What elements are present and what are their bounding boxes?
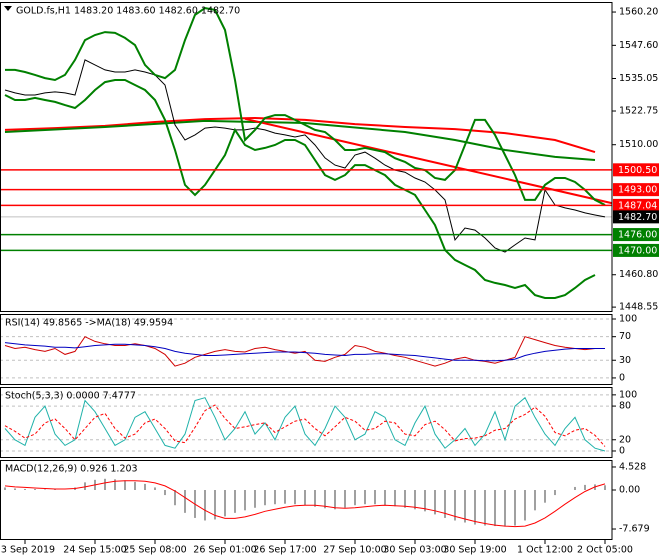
- x-tick-label: 1 Oct 12:00: [517, 545, 573, 556]
- panel: [4, 478, 606, 528]
- y-tick-label: 1510.00: [619, 139, 658, 150]
- y-tick-label: 70: [619, 331, 631, 342]
- overlay-line: [4, 116, 596, 154]
- panel-frame: [0, 2, 613, 312]
- last-price-box: [613, 210, 659, 224]
- menu-arrow[interactable]: [4, 6, 12, 11]
- y-tick-label: 1547.60: [619, 40, 658, 51]
- y-tick-label: 20: [619, 434, 631, 445]
- x-tick-label: 30 Sep 19:00: [443, 545, 506, 556]
- y-tick-label: 1522.75: [619, 106, 658, 117]
- y-tick-label: 100: [619, 314, 637, 325]
- x-tick-label: 24 Sep 15:00: [63, 545, 126, 556]
- panel: [0, 7, 612, 299]
- y-tick-label: 30: [619, 355, 631, 366]
- x-tick-label: 2 Oct 05:00: [577, 545, 633, 556]
- level-box: [613, 243, 659, 257]
- y-tick-label: 1560.20: [619, 7, 658, 18]
- panel-title: RSI(14) 49.8565 ->MA(18) 49.9594: [5, 318, 173, 329]
- x-tick-label: 26 Sep 01:00: [193, 545, 256, 556]
- level-label: 1493.00: [618, 185, 657, 196]
- y-tick-label: 0.00: [619, 484, 640, 495]
- y-tick-label: -7.679: [619, 524, 650, 535]
- last-price-label: 1482.70: [618, 212, 657, 223]
- panel: [0, 318, 612, 379]
- overlay-line: [4, 119, 596, 161]
- level-box: [613, 183, 659, 197]
- x-tick-label: 30 Sep 03:00: [383, 545, 446, 556]
- y-tick-label: 80: [619, 401, 631, 412]
- level-label: 1487.04: [618, 200, 657, 211]
- y-tick-label: 1535.05: [619, 73, 658, 84]
- series-line: [4, 404, 606, 447]
- panel-frame: [0, 314, 613, 385]
- level-label: 1470.00: [618, 245, 657, 256]
- series-line: [5, 7, 606, 206]
- level-box: [613, 228, 659, 242]
- level-label: 1476.00: [618, 230, 657, 241]
- y-tick-label: 1448.55: [619, 302, 658, 313]
- y-tick-label: 0: [619, 445, 625, 456]
- series-line: [4, 480, 606, 528]
- panel-title: Stoch(5,3,3) 0.0000 7.4777: [5, 391, 136, 402]
- overlay-line: [244, 117, 612, 205]
- panel: [0, 394, 612, 452]
- series-line: [4, 342, 605, 362]
- panel-frame: [0, 460, 613, 540]
- panel-title: GOLD.fs,H1 1483.20 1483.60 1482.60 1482.…: [16, 6, 240, 17]
- level-box: [613, 163, 659, 177]
- series-line: [4, 336, 605, 367]
- x-tick-label: 27 Sep 10:00: [323, 545, 386, 556]
- x-tick-label: 23 Sep 2019: [0, 545, 55, 556]
- series-line: [4, 79, 596, 299]
- panel-frame: [0, 387, 613, 458]
- x-tick-label: 26 Sep 17:00: [253, 545, 316, 556]
- panel-title: MACD(12,26,9) 0.926 1.203: [5, 464, 138, 475]
- series-line: [4, 396, 606, 452]
- x-tick-label: 25 Sep 08:00: [123, 545, 186, 556]
- level-label: 1500.50: [618, 165, 657, 176]
- series-line: [4, 59, 606, 253]
- y-tick-label: 0: [619, 372, 625, 383]
- level-box: [613, 198, 659, 212]
- y-tick-label: 1460.80: [619, 269, 658, 280]
- y-tick-label: 100: [619, 389, 637, 400]
- y-tick-label: 4.528: [619, 461, 646, 472]
